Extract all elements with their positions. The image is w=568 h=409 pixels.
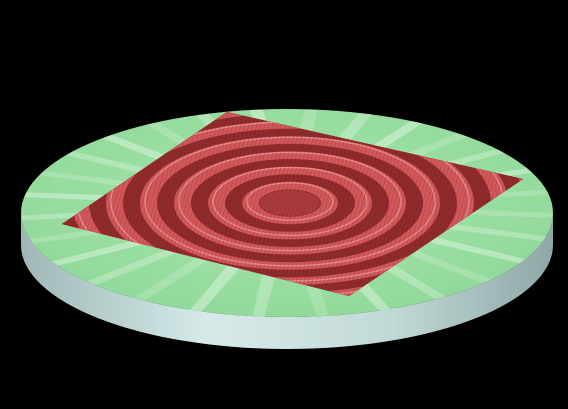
ripple-center: [260, 190, 320, 216]
light-streak: [73, 242, 195, 291]
light-streak: [402, 231, 546, 268]
texture-line: [263, 112, 325, 296]
ripple-highlight: [212, 166, 368, 237]
ripple-highlight: [144, 136, 436, 267]
ripple-highlight: [178, 151, 402, 252]
light-streak: [382, 241, 506, 289]
disk-edge: [21, 213, 553, 349]
ripple-highlight: [246, 182, 334, 221]
light-streak: [185, 255, 250, 317]
texture-line: [271, 112, 333, 296]
texture-line: [267, 112, 329, 296]
texture-line: [259, 112, 321, 296]
texture-line: [275, 112, 337, 296]
light-streak: [417, 219, 553, 245]
texture-line: [255, 112, 317, 296]
light-streak: [125, 250, 220, 306]
